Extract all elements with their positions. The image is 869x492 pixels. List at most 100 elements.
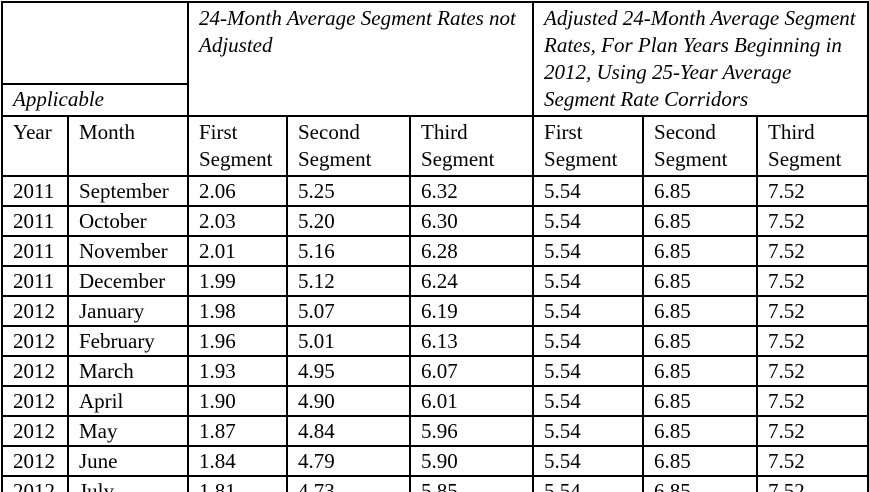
table-row: 2012 February 1.96 5.01 6.13 5.54 6.85 7.52 [1,325,869,357]
applicable-row: Applicable [1,83,868,117]
table-row: 2012 May 1.87 4.84 5.96 5.54 6.85 7.52 [1,415,869,447]
adj-third-segment-cell: 7.52 [756,295,869,327]
adj-third-segment-cell: 7.52 [756,235,869,267]
group-header-unadjusted: 24-Month Average Segment Rates not Adjus… [186,1,535,117]
second-segment-cell: 5.12 [286,265,411,297]
month-cell: March [67,355,189,387]
month-cell: April [67,385,189,417]
table-row: 2011 November 2.01 5.16 6.28 5.54 6.85 7.52 [1,235,869,267]
col-header-adj-second-segment: Second Segment [642,115,759,177]
first-segment-cell: 1.99 [187,265,288,297]
table-row: 2011 September 2.06 5.25 6.32 5.54 6.85 7.52 [1,175,869,207]
month-cell: November [67,235,189,267]
first-segment-cell: 1.96 [187,325,288,357]
applicable-label: Applicable [1,83,189,117]
second-segment-cell: 5.20 [286,205,411,237]
adj-first-segment-cell: 5.54 [532,175,645,207]
adj-third-segment-cell: 7.52 [756,175,869,207]
year-cell: 2012 [1,355,69,387]
second-segment-cell: 4.73 [286,475,411,492]
adj-third-segment-cell: 7.52 [756,475,869,492]
first-segment-cell: 1.84 [187,445,288,477]
adj-third-segment-cell: 7.52 [756,355,869,387]
first-segment-cell: 1.90 [187,385,288,417]
month-cell: February [67,325,189,357]
month-cell: October [67,205,189,237]
year-cell: 2012 [1,445,69,477]
corner-empty-cell [1,0,189,86]
adj-first-segment-cell: 5.54 [532,265,645,297]
third-segment-cell: 6.01 [408,385,535,417]
adj-second-segment-cell: 6.85 [642,385,759,417]
table-row: 2012 January 1.98 5.07 6.19 5.54 6.85 7.52 [1,295,869,327]
month-cell: December [67,265,189,297]
year-cell: 2011 [1,235,69,267]
adj-third-segment-cell: 7.52 [756,325,869,357]
table-row: 2011 October 2.03 5.20 6.30 5.54 6.85 7.52 [1,205,869,237]
first-segment-cell: 2.06 [187,175,288,207]
adj-first-segment-cell: 5.54 [532,355,645,387]
col-header-first-segment: First Segment [187,115,288,177]
adj-third-segment-cell: 7.52 [756,445,869,477]
third-segment-cell: 6.28 [408,235,535,267]
column-header-row: Year Month First Segment Second Segment … [1,115,869,177]
month-cell: May [67,415,189,447]
second-segment-cell: 5.25 [286,175,411,207]
month-cell: September [67,175,189,207]
adj-second-segment-cell: 6.85 [642,325,759,357]
third-segment-cell: 5.85 [408,475,535,492]
adj-third-segment-cell: 7.52 [756,415,869,447]
adj-second-segment-cell: 6.85 [642,355,759,387]
first-segment-cell: 1.81 [187,475,288,492]
first-segment-cell: 2.01 [187,235,288,267]
second-segment-cell: 4.95 [286,355,411,387]
group-header-adjusted: Adjusted 24-Month Average Segment Rates,… [532,1,869,117]
col-header-third-segment: Third Segment [408,115,535,177]
third-segment-cell: 5.90 [408,445,535,477]
col-header-adj-third-segment: Third Segment [756,115,869,177]
second-segment-cell: 4.90 [286,385,411,417]
month-cell: January [67,295,189,327]
col-header-year: Year [1,115,69,177]
table-row: 2012 March 1.93 4.95 6.07 5.54 6.85 7.52 [1,355,869,387]
month-cell: July [67,475,189,492]
col-header-adj-first-segment: First Segment [532,115,645,177]
first-segment-cell: 1.93 [187,355,288,387]
table-row: 2012 April 1.90 4.90 6.01 5.54 6.85 7.52 [1,385,869,417]
year-cell: 2012 [1,295,69,327]
group-header-row: 24-Month Average Segment Rates not Adjus… [1,0,869,117]
adj-second-segment-cell: 6.85 [642,475,759,492]
first-segment-cell: 1.98 [187,295,288,327]
adj-third-segment-cell: 7.52 [756,265,869,297]
third-segment-cell: 6.30 [408,205,535,237]
year-cell: 2012 [1,325,69,357]
adj-second-segment-cell: 6.85 [642,445,759,477]
adj-first-segment-cell: 5.54 [532,235,645,267]
adj-first-segment-cell: 5.54 [532,445,645,477]
adj-second-segment-cell: 6.85 [642,295,759,327]
adj-first-segment-cell: 5.54 [532,415,645,447]
year-cell: 2012 [1,415,69,447]
third-segment-cell: 6.19 [408,295,535,327]
second-segment-cell: 5.07 [286,295,411,327]
adj-third-segment-cell: 7.52 [756,385,869,417]
col-header-second-segment: Second Segment [286,115,411,177]
adj-second-segment-cell: 6.85 [642,415,759,447]
adj-first-segment-cell: 5.54 [532,385,645,417]
year-cell: 2012 [1,475,69,492]
adj-second-segment-cell: 6.85 [642,265,759,297]
adj-second-segment-cell: 6.85 [642,235,759,267]
adj-first-segment-cell: 5.54 [532,475,645,492]
third-segment-cell: 5.96 [408,415,535,447]
third-segment-cell: 6.13 [408,325,535,357]
year-cell: 2011 [1,265,69,297]
adj-second-segment-cell: 6.85 [642,175,759,207]
year-cell: 2011 [1,205,69,237]
second-segment-cell: 5.01 [286,325,411,357]
col-header-month: Month [67,115,189,177]
second-segment-cell: 4.84 [286,415,411,447]
table-body: 2011 September 2.06 5.25 6.32 5.54 6.85 7.52 201… [1,175,869,492]
year-cell: 2011 [1,175,69,207]
